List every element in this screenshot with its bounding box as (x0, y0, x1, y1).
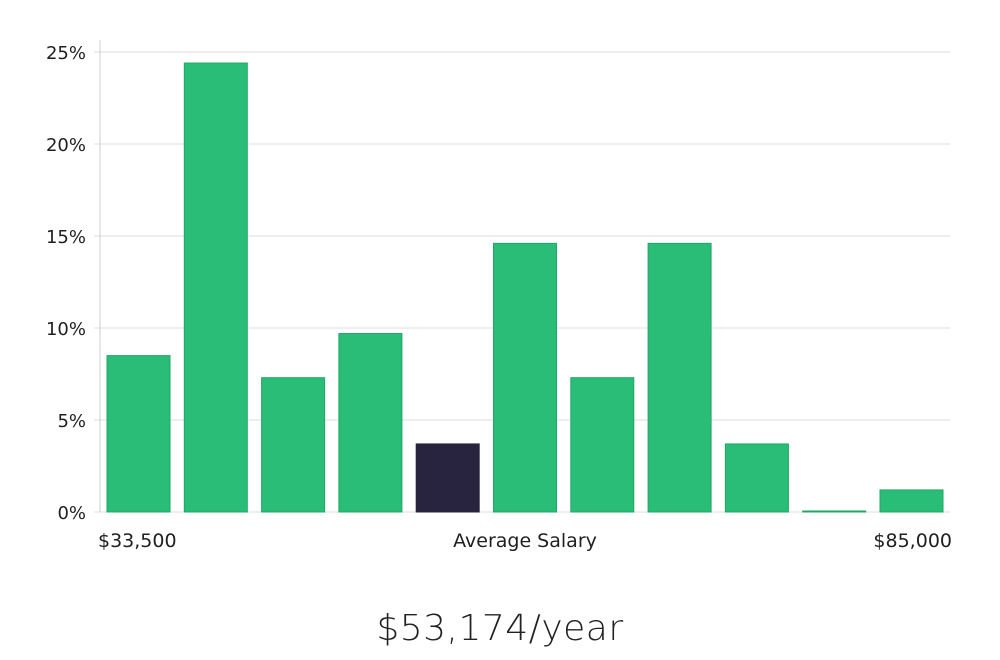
histogram-bar (493, 242, 557, 513)
histogram-bar (261, 377, 326, 513)
x-axis-label: Average Salary (453, 530, 597, 552)
y-tick-label: 15% (46, 227, 86, 248)
histogram-bars (106, 62, 944, 513)
histogram-bar (570, 377, 635, 513)
histogram-bar (879, 489, 944, 513)
y-tick-label: 10% (46, 319, 86, 340)
x-min-label: $33,500 (98, 530, 177, 552)
y-tick-label: 0% (57, 503, 86, 524)
average-salary-value: $53,174/year (376, 608, 624, 649)
salary-histogram-chart: 0%5%10%15%20%25% $33,500 Average Salary … (46, 40, 952, 552)
y-tick-label: 20% (46, 135, 86, 156)
histogram-bar (802, 510, 867, 513)
histogram-bar (647, 242, 712, 513)
y-axis-ticks: 0% 5% 10% 15% 20% 25% (46, 43, 86, 524)
x-max-label: $85,000 (873, 530, 952, 552)
histogram-bar (338, 333, 403, 513)
histogram-bar (724, 443, 789, 513)
y-tick-label: 5% (57, 411, 86, 432)
histogram-bar (183, 62, 248, 513)
histogram-bar-highlighted (415, 443, 480, 513)
histogram-bar (106, 355, 171, 513)
y-tick-label: 25% (46, 43, 86, 64)
